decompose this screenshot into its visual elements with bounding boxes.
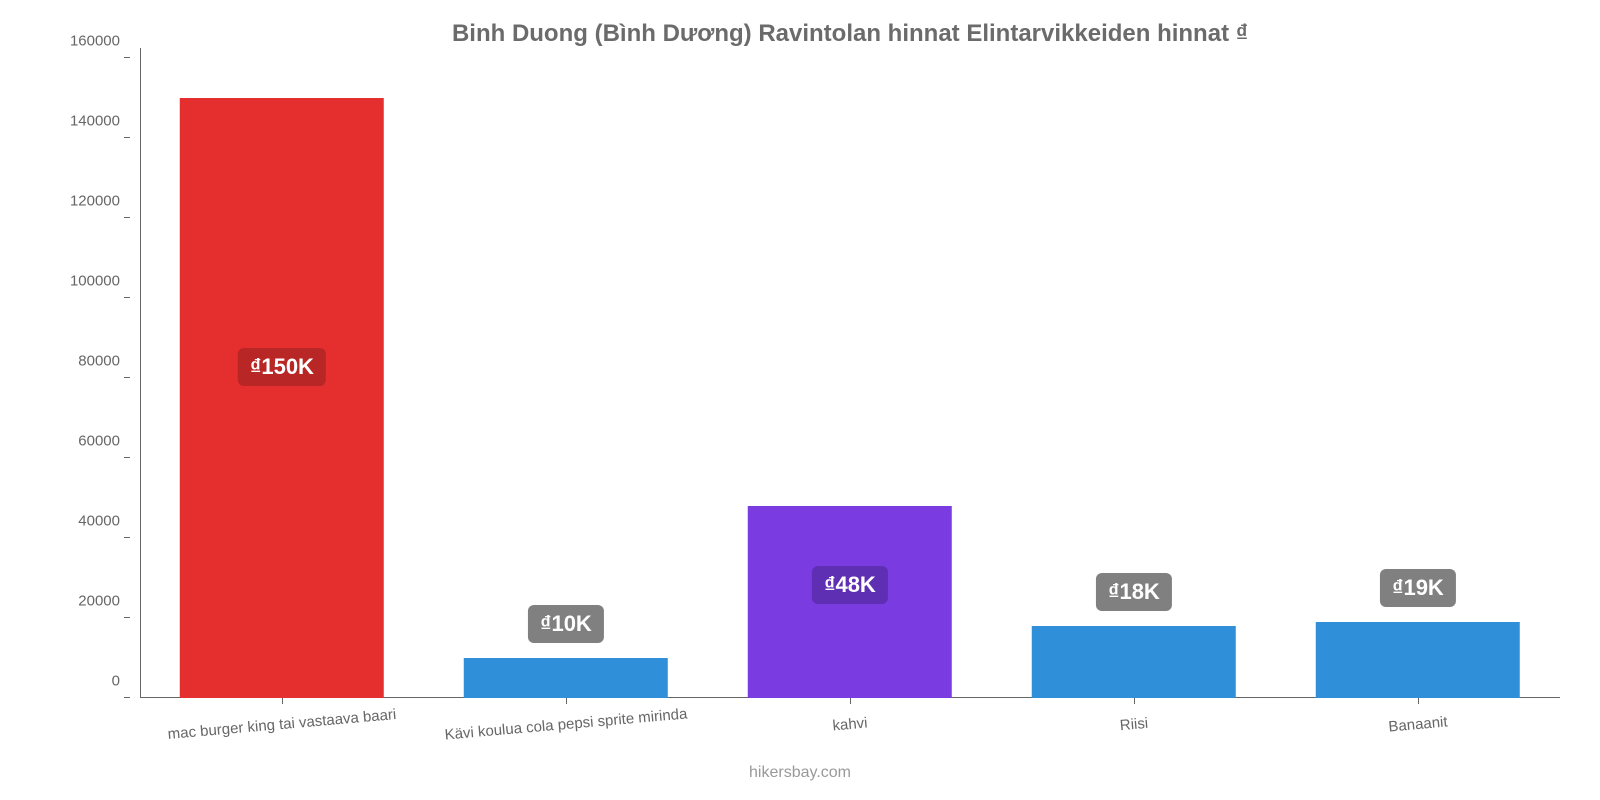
x-tick-mark: [1134, 698, 1135, 704]
y-tick-label: 100000: [40, 273, 120, 290]
x-tick-mark: [850, 698, 851, 704]
bar-value-label: ₫18K: [1096, 573, 1172, 611]
y-tick-mark: [124, 457, 130, 458]
y-tick-label: 80000: [40, 353, 120, 370]
bar-slot: ₫10KKävi koulua cola pepsi sprite mirind…: [424, 58, 708, 698]
y-tick-label: 160000: [40, 33, 120, 50]
bar-slot: ₫18KRiisi: [992, 58, 1276, 698]
bar-value-label: ₫48K: [812, 566, 888, 604]
plot-area: 0200004000060000800001000001200001400001…: [140, 58, 1560, 698]
y-tick-mark: [124, 697, 130, 698]
y-tick-mark: [124, 377, 130, 378]
x-tick-mark: [282, 698, 283, 704]
x-category-label: kahvi: [832, 715, 868, 735]
bar-value-label: ₫19K: [1380, 569, 1456, 607]
x-category-label: mac burger king tai vastaava baari: [167, 706, 397, 743]
bars-group: ₫150Kmac burger king tai vastaava baari₫…: [140, 58, 1560, 698]
bar: ₫10K: [464, 658, 668, 698]
chart-title: Binh Duong (Bình Dương) Ravintolan hinna…: [140, 20, 1560, 48]
attribution-text: hikersbay.com: [749, 764, 851, 782]
x-tick-mark: [566, 698, 567, 704]
bar: ₫150K: [180, 98, 384, 698]
y-axis: 0200004000060000800001000001200001400001…: [130, 58, 140, 698]
y-tick-mark: [124, 617, 130, 618]
y-tick-label: 20000: [40, 593, 120, 610]
bar-slot: ₫19KBanaanit: [1276, 58, 1560, 698]
x-category-label: Banaanit: [1388, 713, 1448, 735]
bar-value-label: ₫150K: [238, 348, 326, 386]
chart-container: Binh Duong (Bình Dương) Ravintolan hinna…: [0, 0, 1600, 800]
y-tick-label: 140000: [40, 113, 120, 130]
bar: ₫48K: [748, 506, 952, 698]
x-category-label: Riisi: [1119, 715, 1149, 734]
y-tick-mark: [124, 297, 130, 298]
y-tick-label: 40000: [40, 513, 120, 530]
y-tick-mark: [124, 137, 130, 138]
y-tick-mark: [124, 537, 130, 538]
bar: ₫19K: [1316, 622, 1520, 698]
y-tick-mark: [124, 57, 130, 58]
y-tick-label: 0: [40, 673, 120, 690]
y-tick-label: 120000: [40, 193, 120, 210]
x-tick-mark: [1418, 698, 1419, 704]
y-tick-mark: [124, 217, 130, 218]
y-tick-label: 60000: [40, 433, 120, 450]
x-category-label: Kävi koulua cola pepsi sprite mirinda: [444, 705, 688, 743]
bar-slot: ₫150Kmac burger king tai vastaava baari: [140, 58, 424, 698]
bar: ₫18K: [1032, 626, 1236, 698]
bar-value-label: ₫10K: [528, 605, 604, 643]
bar-slot: ₫48Kkahvi: [708, 58, 992, 698]
